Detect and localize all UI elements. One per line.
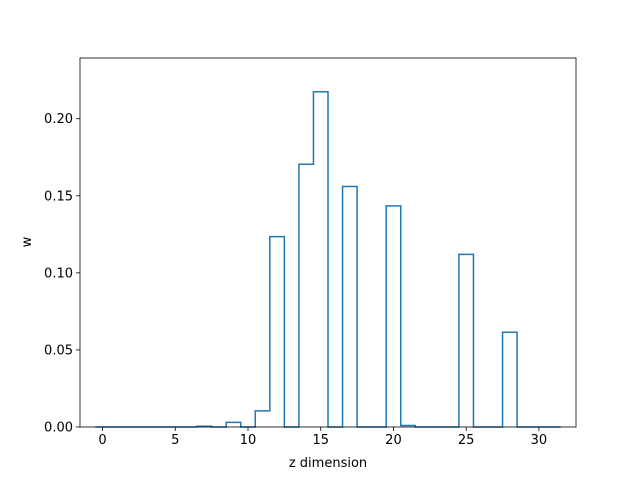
x-tick-label: 0 xyxy=(98,433,106,448)
y-tick-label: 0.05 xyxy=(44,343,73,358)
x-tick-label: 30 xyxy=(531,433,548,448)
y-axis-ticks: 0.00 0.05 0.10 0.15 0.20 xyxy=(44,112,80,436)
x-tick-label: 20 xyxy=(385,433,402,448)
x-axis-label: z dimension xyxy=(289,456,367,471)
plot-area-frame xyxy=(79,57,577,428)
y-tick-label: 0.00 xyxy=(44,421,73,436)
x-axis-ticks: 0 5 10 15 20 25 30 xyxy=(98,427,547,448)
data-series-step-line xyxy=(95,91,561,428)
y-tick-label: 0.15 xyxy=(44,189,73,204)
y-tick-label: 0.10 xyxy=(44,266,73,281)
x-tick-label: 15 xyxy=(312,433,329,448)
y-tick-label: 0.20 xyxy=(44,112,73,127)
x-tick-label: 10 xyxy=(240,433,257,448)
x-tick-label: 5 xyxy=(171,433,179,448)
y-axis-label: w xyxy=(20,236,35,247)
x-tick-label: 25 xyxy=(458,433,475,448)
